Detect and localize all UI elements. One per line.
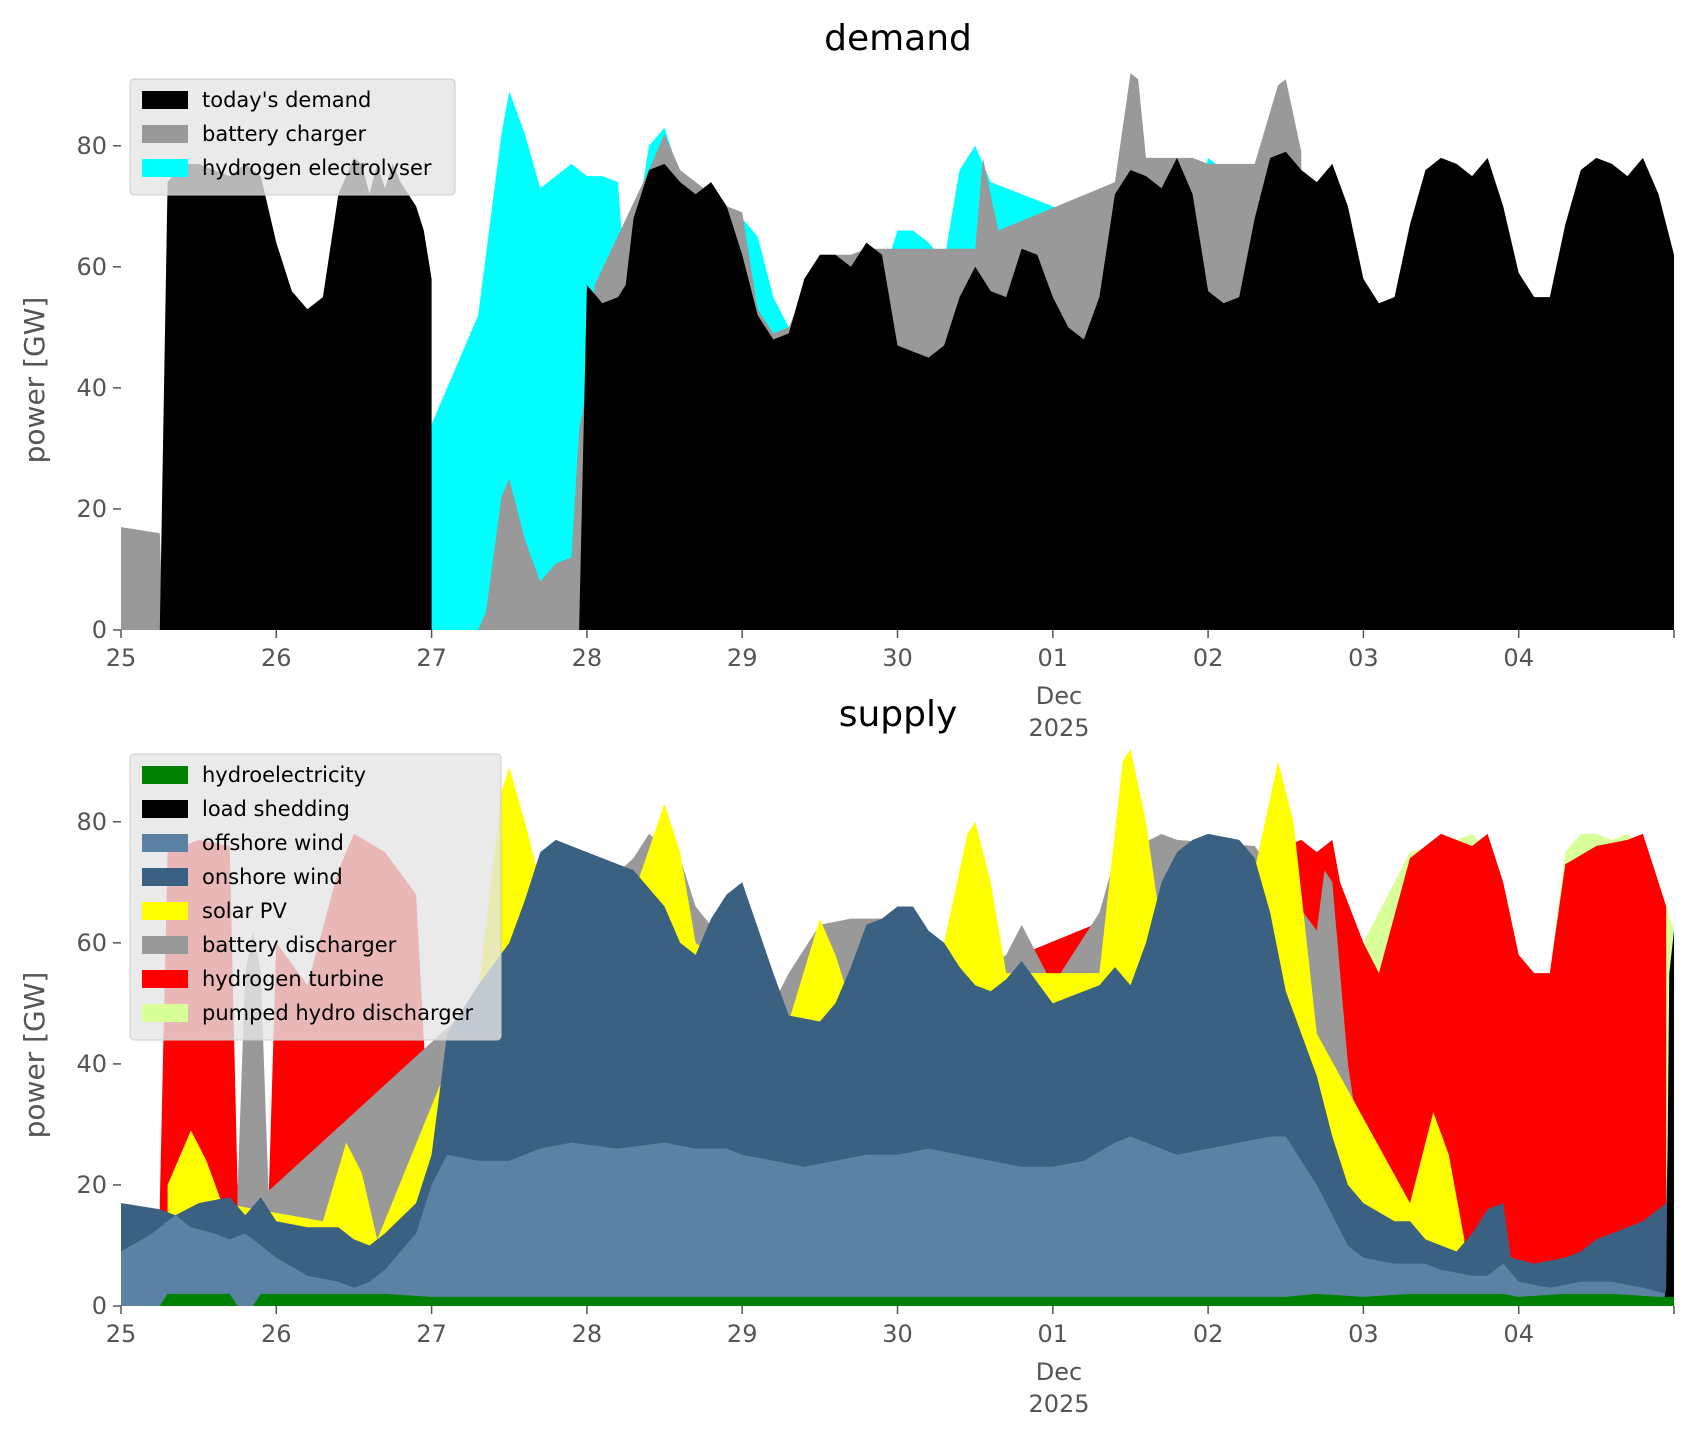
supply-x-tick-label: 29 xyxy=(727,1320,758,1348)
demand-legend-swatch-battery-charger xyxy=(142,125,188,143)
supply-legend: hydroelectricity load shedding offshore wi… xyxy=(129,753,502,1041)
supply-y-tick-label: 80 xyxy=(76,808,107,836)
demand-series-today-s-demand xyxy=(121,151,1674,631)
supply-legend-swatch-offshore-wind xyxy=(142,834,188,852)
supply-legend-swatch-hydrogen-turbine xyxy=(142,970,188,988)
demand-x-tick-label: 02 xyxy=(1193,644,1224,672)
supply-chart-title: supply xyxy=(839,694,958,735)
demand-x-axis: 25 26 27 28 29 30 01 02 03 04 xyxy=(106,630,1675,672)
demand-y-axis-label: power [GW] xyxy=(18,297,51,464)
demand-y-tick-label: 60 xyxy=(76,253,107,281)
supply-panel: supply 25 26 27 28 29 30 01 02 03 04 0 20 40 60 80 po… xyxy=(18,694,1675,1418)
supply-legend-swatch-load-shedding xyxy=(142,800,188,818)
supply-legend-swatch-pumped-hydro-discharger xyxy=(142,1004,188,1022)
supply-y-tick-label: 20 xyxy=(76,1171,107,1199)
demand-legend-swatch-hydrogen-electrolyser xyxy=(142,159,188,177)
supply-legend-swatch-hydroelectricity xyxy=(142,766,188,784)
demand-x-tick-label: 01 xyxy=(1038,644,1069,672)
supply-legend-swatch-battery-discharger xyxy=(142,936,188,954)
supply-legend-label-solar-pv: solar PV xyxy=(202,899,287,923)
demand-legend-label-today-s-demand: today's demand xyxy=(202,88,371,112)
demand-x-tick-label: 30 xyxy=(882,644,913,672)
supply-legend-swatch-onshore-wind xyxy=(142,868,188,886)
demand-x-tick-label: 28 xyxy=(572,644,603,672)
supply-x-year-label: 2025 xyxy=(1028,1390,1089,1418)
supply-x-tick-label: 27 xyxy=(416,1320,447,1348)
demand-chart-title: demand xyxy=(824,18,972,59)
supply-x-tick-label: 25 xyxy=(106,1320,137,1348)
supply-x-axis: 25 26 27 28 29 30 01 02 03 04 xyxy=(106,1306,1675,1348)
demand-y-axis: 0 20 40 60 80 xyxy=(76,132,121,644)
demand-legend-label-hydrogen-electrolyser: hydrogen electrolyser xyxy=(202,156,432,180)
supply-x-tick-label: 26 xyxy=(261,1320,292,1348)
supply-y-tick-label: 40 xyxy=(76,1050,107,1078)
supply-y-tick-label: 60 xyxy=(76,929,107,957)
supply-x-tick-label: 02 xyxy=(1193,1320,1224,1348)
demand-plot-area xyxy=(121,73,1674,631)
demand-y-tick-label: 40 xyxy=(76,374,107,402)
demand-x-tick-label: 26 xyxy=(261,644,292,672)
demand-x-tick-label: 29 xyxy=(727,644,758,672)
supply-x-month-label: Dec xyxy=(1036,1358,1082,1386)
supply-plot-area xyxy=(121,749,1674,1306)
supply-x-tick-label: 04 xyxy=(1503,1320,1534,1348)
supply-series-load-shedding xyxy=(1663,930,1674,1306)
demand-x-tick-label: 03 xyxy=(1348,644,1379,672)
supply-y-axis-label: power [GW] xyxy=(18,972,51,1139)
demand-legend-box xyxy=(129,78,456,196)
demand-y-tick-label: 20 xyxy=(76,495,107,523)
supply-legend-label-hydroelectricity: hydroelectricity xyxy=(202,763,366,787)
demand-legend-swatch-today-s-demand xyxy=(142,91,188,109)
supply-legend-label-offshore-wind: offshore wind xyxy=(202,831,344,855)
supply-legend-label-onshore-wind: onshore wind xyxy=(202,865,343,889)
supply-x-tick-label: 30 xyxy=(882,1320,913,1348)
supply-x-tick-label: 28 xyxy=(572,1320,603,1348)
supply-y-tick-label: 0 xyxy=(92,1292,107,1320)
supply-legend-swatch-solar-pv xyxy=(142,902,188,920)
supply-legend-box xyxy=(129,753,502,1041)
demand-x-month-label: Dec xyxy=(1036,682,1082,710)
demand-y-tick-label: 0 xyxy=(92,616,107,644)
supply-y-axis: 0 20 40 60 80 xyxy=(76,808,121,1320)
demand-panel: demand 25 26 27 28 29 30 01 02 03 04 0 20 40 60 80 po… xyxy=(18,18,1675,742)
demand-x-tick-label: 27 xyxy=(416,644,447,672)
supply-x-tick-label: 03 xyxy=(1348,1320,1379,1348)
supply-legend-label-battery-discharger: battery discharger xyxy=(202,933,397,957)
demand-legend-label-battery-charger: battery charger xyxy=(202,122,367,146)
supply-legend-label-pumped-hydro-discharger: pumped hydro discharger xyxy=(202,1001,473,1025)
demand-x-tick-label: 25 xyxy=(106,644,137,672)
demand-x-year-label: 2025 xyxy=(1028,714,1089,742)
demand-legend: today's demand battery charger hydrogen el… xyxy=(129,78,456,196)
supply-legend-label-hydrogen-turbine: hydrogen turbine xyxy=(202,967,384,991)
demand-x-tick-label: 04 xyxy=(1503,644,1534,672)
supply-series-offshore-wind xyxy=(121,1136,1667,1306)
demand-y-tick-label: 80 xyxy=(76,132,107,160)
supply-x-tick-label: 01 xyxy=(1038,1320,1069,1348)
supply-legend-label-load-shedding: load shedding xyxy=(202,797,350,821)
supply-series-hydroelectricity xyxy=(121,1293,1674,1306)
